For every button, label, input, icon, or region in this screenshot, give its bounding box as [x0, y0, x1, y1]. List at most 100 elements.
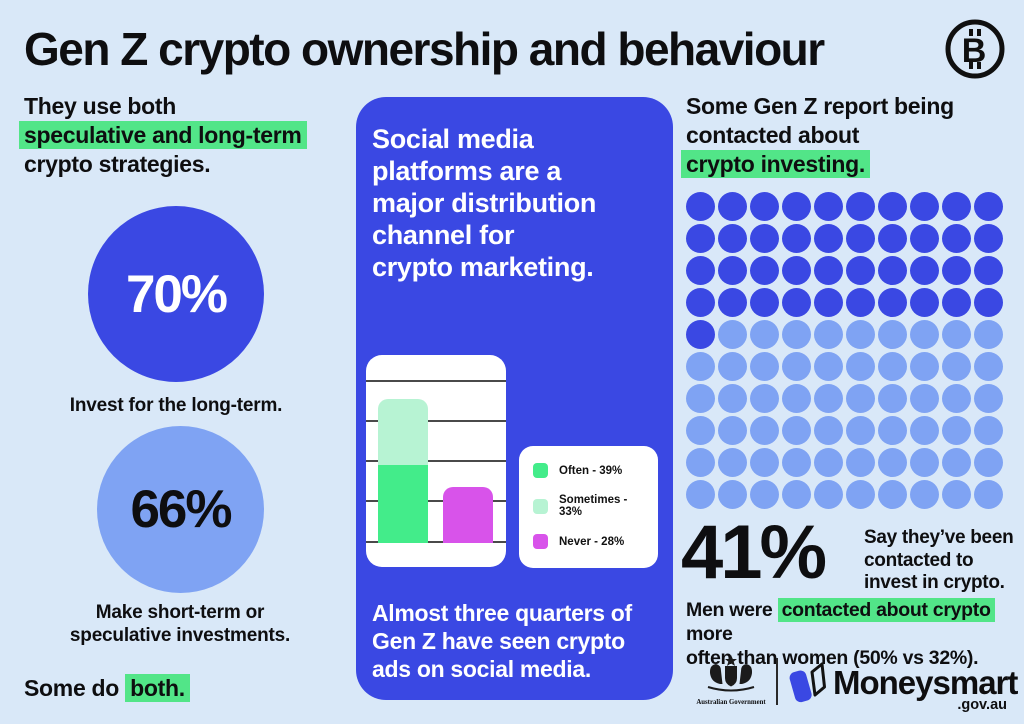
- dot: [878, 480, 907, 509]
- dot: [782, 384, 811, 413]
- dot: [846, 480, 875, 509]
- dot: [942, 256, 971, 285]
- left-intro-line3: crypto strategies.: [24, 151, 211, 177]
- gridline: [366, 380, 506, 382]
- dot: [974, 320, 1003, 349]
- dot: [974, 224, 1003, 253]
- dot: [750, 192, 779, 221]
- dot: [750, 288, 779, 317]
- dot: [718, 288, 747, 317]
- dot: [686, 448, 715, 477]
- social-media-panel: Social media platforms are a major distr…: [356, 97, 673, 700]
- dot: [718, 352, 747, 381]
- page-title: Gen Z crypto ownership and behaviour: [24, 23, 825, 75]
- dot: [750, 224, 779, 253]
- legend-item-never: Never - 28%: [533, 534, 644, 549]
- dot: [750, 384, 779, 413]
- dot: [878, 224, 907, 253]
- legend-swatch: [533, 498, 548, 514]
- stat-value-66: 66%: [130, 480, 232, 539]
- caption-long-term: Invest for the long-term.: [69, 395, 283, 416]
- gridline: [366, 420, 506, 422]
- legend-item-sometimes: Sometimes - 33%: [533, 494, 644, 518]
- stat-value-41: 41%: [681, 510, 827, 595]
- dot-matrix: [686, 192, 1008, 512]
- right-intro-line2: contacted about: [686, 122, 860, 148]
- dot: [910, 480, 939, 509]
- stat-circle-long-term: 70%: [88, 206, 264, 382]
- dot: [814, 320, 843, 349]
- dot: [974, 352, 1003, 381]
- dot: [686, 352, 715, 381]
- bar-often: [378, 465, 428, 543]
- dot: [718, 416, 747, 445]
- dot: [814, 288, 843, 317]
- dot: [782, 320, 811, 349]
- legend-swatch: [533, 463, 548, 478]
- gov-label: Australian Government: [696, 699, 766, 706]
- dot: [910, 416, 939, 445]
- dot: [942, 448, 971, 477]
- dot: [974, 288, 1003, 317]
- stacked-bar: [378, 399, 428, 543]
- dot: [878, 352, 907, 381]
- dot: [686, 224, 715, 253]
- australian-government-crest: [707, 655, 755, 692]
- dot: [750, 448, 779, 477]
- dot: [942, 384, 971, 413]
- dot: [782, 256, 811, 285]
- bitcoin-icon: B: [945, 19, 1005, 79]
- dot: [910, 320, 939, 349]
- right-intro-line1: Some Gen Z report being: [686, 93, 954, 119]
- dot: [782, 192, 811, 221]
- dot: [878, 416, 907, 445]
- dot: [846, 448, 875, 477]
- dot: [814, 480, 843, 509]
- dot: [910, 448, 939, 477]
- bar-chart: [366, 355, 506, 567]
- dot: [782, 352, 811, 381]
- dot: [814, 416, 843, 445]
- dot: [846, 288, 875, 317]
- dot: [686, 416, 715, 445]
- dot: [910, 384, 939, 413]
- dot: [846, 224, 875, 253]
- dot: [878, 256, 907, 285]
- dot: [750, 480, 779, 509]
- dot: [686, 256, 715, 285]
- dot: [974, 416, 1003, 445]
- dot: [846, 416, 875, 445]
- gridline: [366, 541, 506, 543]
- left-footer-highlight: both.: [125, 674, 190, 702]
- left-footer: Some do both.: [24, 674, 190, 703]
- dot: [942, 192, 971, 221]
- bar-never: [443, 487, 493, 543]
- dot: [814, 256, 843, 285]
- dot: [814, 352, 843, 381]
- dot: [942, 288, 971, 317]
- dot: [910, 192, 939, 221]
- dot: [974, 384, 1003, 413]
- dot: [750, 320, 779, 349]
- dot: [910, 224, 939, 253]
- caption-short-term: Make short-term or speculative investmen…: [69, 602, 291, 646]
- dot: [910, 288, 939, 317]
- stat-value-70: 70%: [125, 264, 228, 324]
- moneysmart-logo-icon: [789, 662, 826, 703]
- panel-heading: Social media platforms are a major distr…: [372, 124, 597, 282]
- dot: [686, 320, 715, 349]
- left-intro: They use both speculative and long-term …: [19, 92, 307, 179]
- svg-text:B: B: [962, 32, 987, 70]
- dot: [718, 256, 747, 285]
- gender-note: Men were contacted about crypto more oft…: [686, 598, 1024, 670]
- dot: [942, 352, 971, 381]
- dot: [974, 480, 1003, 509]
- dot: [718, 480, 747, 509]
- dot: [782, 288, 811, 317]
- dot: [974, 448, 1003, 477]
- dot: [942, 480, 971, 509]
- australian-government-logo: Australian Government: [688, 654, 774, 706]
- dot: [814, 448, 843, 477]
- dot: [878, 320, 907, 349]
